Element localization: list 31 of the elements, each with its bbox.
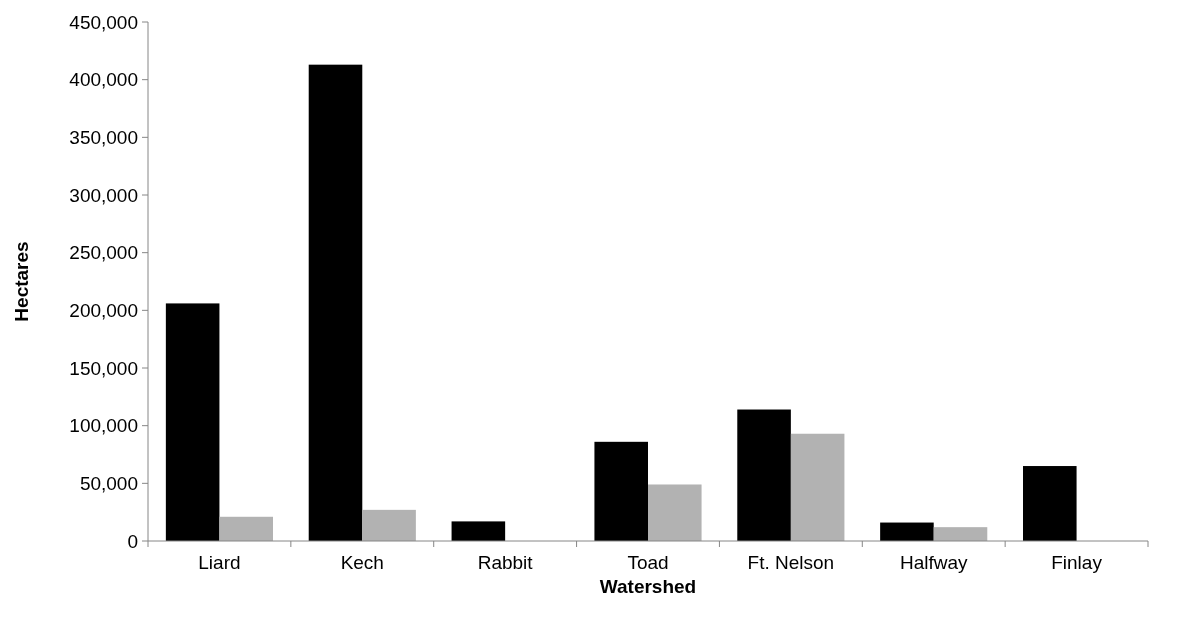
bar bbox=[362, 509, 416, 541]
bar bbox=[880, 522, 934, 541]
bar bbox=[737, 409, 791, 541]
bar bbox=[308, 64, 363, 541]
x-tick-label: Toad bbox=[627, 552, 669, 573]
bar bbox=[594, 441, 648, 541]
bar bbox=[219, 516, 273, 541]
x-axis-title: Watershed bbox=[599, 576, 697, 597]
x-tick-label: Finlay bbox=[1051, 552, 1103, 573]
bar bbox=[790, 433, 845, 541]
x-tick-label: Kech bbox=[340, 552, 384, 573]
y-tick-label: 350,000 bbox=[69, 126, 138, 148]
y-tick-label: 200,000 bbox=[69, 299, 138, 321]
y-tick-label: 150,000 bbox=[69, 357, 138, 379]
bar bbox=[1023, 466, 1077, 541]
x-tick-label: Halfway bbox=[899, 552, 968, 573]
bar bbox=[451, 521, 506, 541]
bar bbox=[165, 303, 220, 541]
y-axis-title: Hectares bbox=[11, 241, 32, 322]
y-tick-label: 0 bbox=[127, 530, 138, 552]
y-tick-label: 300,000 bbox=[69, 184, 138, 206]
bar bbox=[648, 484, 702, 541]
x-tick-label: Rabbit bbox=[477, 552, 534, 573]
x-tick-label: Liard bbox=[198, 552, 241, 573]
y-tick-label: 450,000 bbox=[69, 11, 138, 33]
x-tick-label: Ft. Nelson bbox=[747, 552, 835, 573]
y-tick-label: 400,000 bbox=[69, 69, 138, 91]
y-tick-label: 100,000 bbox=[69, 415, 138, 437]
y-tick-label: 50,000 bbox=[79, 472, 138, 494]
bar bbox=[933, 527, 988, 541]
y-tick-label: 250,000 bbox=[69, 242, 138, 264]
